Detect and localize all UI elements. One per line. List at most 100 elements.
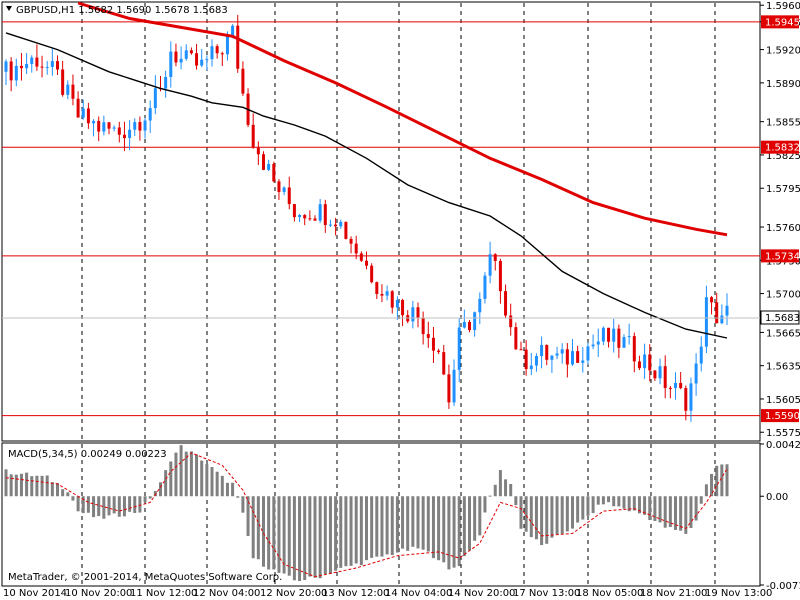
- candle-body: [571, 351, 574, 365]
- price-tick-label: 1.5825: [766, 151, 800, 162]
- chevron-down-icon[interactable]: [6, 6, 12, 11]
- macd-bar: [431, 496, 435, 559]
- candle-body: [323, 204, 327, 225]
- candle-body: [205, 59, 209, 61]
- candle-body: [102, 122, 106, 132]
- candle-body: [128, 129, 132, 139]
- candle-body: [493, 254, 497, 261]
- candle-body: [184, 50, 188, 59]
- candle-body: [674, 382, 677, 389]
- candle-body: [447, 374, 451, 403]
- macd-bar: [19, 473, 23, 497]
- candles-series: [4, 14, 729, 422]
- candle-body: [715, 302, 719, 324]
- macd-histogram: [4, 445, 729, 582]
- candle-body: [86, 108, 90, 124]
- macd-bar: [406, 496, 410, 551]
- macd-bar: [679, 496, 683, 531]
- time-tick-label: 14 Nov 04:00: [385, 588, 452, 599]
- level-tag: [761, 409, 799, 423]
- candle-body: [56, 61, 59, 70]
- macd-bar: [122, 496, 126, 517]
- macd-bar: [560, 496, 564, 534]
- macd-bar: [323, 496, 327, 575]
- price-tick-label: 1.5760: [766, 223, 800, 234]
- macd-bar: [509, 484, 513, 497]
- macd-bar: [277, 496, 281, 573]
- macd-bar: [442, 496, 446, 563]
- macd-bar: [354, 496, 358, 564]
- macd-bar: [426, 496, 430, 552]
- ma-fast-line: [5, 32, 728, 339]
- macd-bar: [725, 464, 729, 497]
- time-tick-label: 19 Nov 13:00: [705, 588, 772, 599]
- macd-bar: [40, 475, 44, 497]
- macd-bar: [200, 460, 204, 497]
- candle-body: [267, 163, 271, 170]
- candle-body: [416, 307, 420, 318]
- macd-bar: [514, 496, 518, 506]
- macd-bar: [380, 496, 384, 557]
- candle-body: [612, 328, 616, 342]
- macd-bar: [529, 496, 533, 538]
- candle-body: [143, 120, 147, 131]
- candle-body: [92, 120, 96, 124]
- candle-body: [262, 154, 265, 170]
- macd-bar: [452, 496, 456, 568]
- candle-body: [76, 98, 80, 118]
- candle-body: [488, 254, 492, 276]
- candle-body: [576, 351, 580, 363]
- candle-body: [231, 25, 235, 36]
- macd-bar: [236, 496, 240, 498]
- candle-body: [313, 218, 317, 221]
- level-tag: [761, 249, 799, 263]
- macd-label: MACD(5,34,5) 0.00249 0.00223: [8, 449, 167, 460]
- candle-body: [468, 321, 471, 331]
- macd-bar: [498, 470, 502, 497]
- candle-body: [4, 61, 8, 72]
- macd-bar: [571, 496, 574, 529]
- macd-bar: [205, 464, 209, 497]
- macd-bar: [210, 467, 214, 497]
- candle-body: [189, 50, 193, 54]
- macd-bar: [504, 479, 508, 497]
- macd-bar: [298, 496, 302, 582]
- macd-bar: [658, 496, 662, 523]
- macd-bar: [148, 496, 152, 499]
- candle-body: [133, 122, 137, 130]
- macd-bar: [699, 496, 703, 504]
- macd-bar: [56, 483, 59, 497]
- candle-body: [220, 53, 224, 55]
- candle-body: [30, 57, 34, 65]
- macd-bar: [359, 496, 363, 566]
- time-tick-label: 17 Nov 13:00: [513, 588, 580, 599]
- macd-bar: [478, 496, 482, 536]
- price-tick-label: 1.5605: [766, 395, 800, 406]
- candle-body: [529, 365, 533, 370]
- macd-bar: [375, 496, 379, 557]
- macd-bar: [519, 496, 523, 529]
- macd-bar: [339, 496, 343, 568]
- candle-body: [169, 51, 173, 77]
- candle-body: [473, 312, 477, 331]
- candle-body: [9, 61, 13, 81]
- macd-tick-label: -0.00717: [766, 581, 800, 592]
- candle-body: [725, 305, 729, 316]
- macd-axis: 0.00422 0.00 -0.00717: [760, 440, 800, 592]
- macd-bar: [395, 496, 399, 553]
- candle-body: [617, 328, 621, 348]
- macd-bar: [30, 476, 34, 497]
- macd-bar: [457, 496, 461, 567]
- candle-body: [694, 363, 698, 384]
- macd-bar: [153, 491, 157, 497]
- candle-body: [483, 275, 487, 299]
- macd-bar: [591, 496, 595, 514]
- macd-tick-label: 0.00: [766, 492, 788, 503]
- time-tick-label: 18 Nov 21:00: [640, 588, 707, 599]
- candle-body: [370, 265, 374, 283]
- candle-body: [318, 204, 322, 221]
- horizontal-levels[interactable]: [2, 21, 760, 417]
- macd-bar: [45, 475, 49, 497]
- level-tag: [761, 140, 799, 154]
